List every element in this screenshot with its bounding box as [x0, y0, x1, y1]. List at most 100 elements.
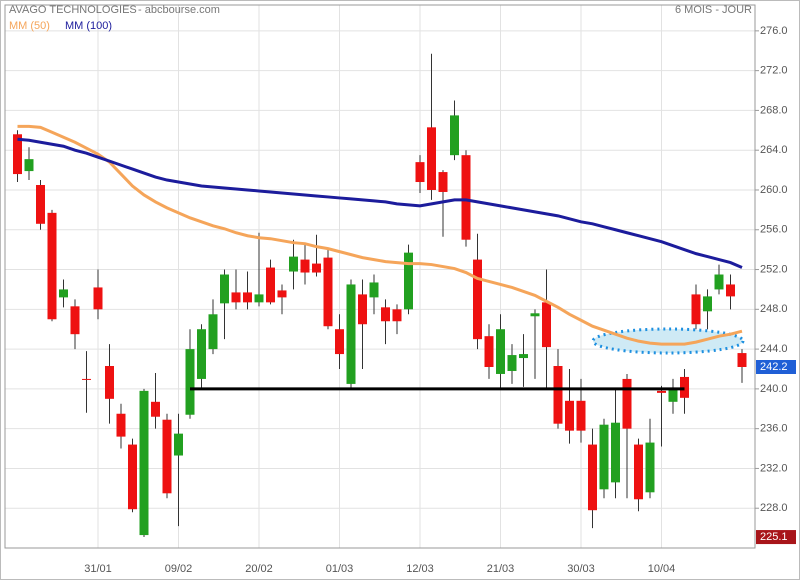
price-label-box — [756, 360, 796, 374]
candle-body — [13, 134, 22, 175]
chart-title: AVAGO TECHNOLOGIES — [9, 4, 137, 16]
candle-body — [381, 307, 390, 322]
candle-body — [47, 212, 57, 320]
moving-average — [17, 137, 743, 269]
y-tick-label: 240.0 — [760, 383, 788, 395]
y-tick-label: 236.0 — [760, 423, 788, 435]
candle-body — [588, 444, 597, 511]
candle-body — [392, 309, 402, 322]
candle-body — [726, 284, 735, 297]
candle-body — [139, 390, 149, 536]
candle-body — [243, 292, 252, 303]
candle-body — [197, 329, 206, 379]
candle-body — [335, 329, 344, 355]
candle-body — [427, 127, 436, 190]
x-tick-label: 20/02 — [245, 563, 273, 575]
legend-entry: MM (50) — [9, 20, 50, 32]
candle-body — [220, 274, 229, 304]
candle-body — [24, 159, 34, 172]
y-tick-label: 272.0 — [760, 65, 788, 77]
candle-body — [473, 259, 482, 340]
candle-body — [737, 353, 747, 367]
candle-body — [703, 296, 712, 312]
candle-body — [59, 289, 68, 298]
candle-body — [484, 336, 494, 367]
candle-body — [691, 294, 701, 325]
candle-body — [358, 294, 367, 325]
y-tick-label: 256.0 — [760, 224, 788, 236]
candle-body — [553, 366, 563, 424]
marks — [13, 53, 747, 538]
candle-body — [714, 274, 724, 290]
x-tick-label: 21/03 — [487, 563, 515, 575]
candle-body — [105, 366, 114, 399]
candle-body — [231, 292, 241, 303]
candle-body — [277, 290, 287, 298]
period-label: 6 MOIS - JOUR — [675, 4, 752, 16]
candle-body — [185, 349, 195, 415]
candle-body — [128, 444, 137, 510]
candle-body — [174, 433, 183, 456]
candle-body — [530, 313, 540, 317]
candle-body — [300, 259, 310, 273]
candle-body — [208, 314, 218, 350]
y-tick-label: 264.0 — [760, 144, 788, 156]
candle-body — [36, 185, 45, 224]
candle-body — [611, 422, 620, 483]
candle-body — [254, 294, 264, 303]
candle-body — [323, 257, 333, 327]
candle-body — [415, 162, 425, 183]
candle-body — [565, 400, 574, 431]
y-tick-label: 244.0 — [760, 343, 788, 355]
candle-body — [369, 282, 379, 298]
price-label: 242.2 — [760, 361, 788, 373]
x-tick-label: 31/01 — [84, 563, 112, 575]
candle-body — [622, 378, 632, 429]
y-tick-label: 232.0 — [760, 462, 788, 474]
plot-frame — [4, 4, 756, 549]
y-tick-label: 268.0 — [760, 104, 788, 116]
y-tick-label: 276.0 — [760, 25, 788, 37]
x-tick-label: 09/02 — [165, 563, 193, 575]
x-tick-label: 01/03 — [326, 563, 354, 575]
legend-entry: MM (100) — [65, 20, 112, 32]
candle-body — [645, 442, 655, 493]
candle-body — [151, 401, 160, 417]
candle-body — [70, 306, 80, 335]
candle-body — [668, 387, 678, 402]
legend: MM (50) MM (100) — [9, 20, 112, 32]
y-tick-label: 260.0 — [760, 184, 788, 196]
candle-body — [312, 263, 321, 273]
candle-body — [634, 444, 643, 500]
candle-body — [450, 115, 459, 156]
y-tick-label: 248.0 — [760, 303, 788, 315]
candle-body — [93, 287, 103, 310]
candle-body — [289, 256, 298, 272]
candle-body — [542, 302, 551, 348]
candle-body — [576, 400, 586, 431]
candle-body — [266, 267, 275, 303]
candle-body — [438, 172, 448, 192]
moving-average — [17, 124, 743, 346]
price-label: 225.1 — [760, 531, 788, 543]
candle-body — [404, 252, 413, 310]
candle-body — [116, 413, 126, 437]
candle-body — [657, 390, 666, 393]
candle-body — [461, 155, 471, 240]
y-tick-label: 228.0 — [760, 502, 788, 514]
chart-subtitle: - abcbourse.com — [138, 4, 220, 16]
grid — [5, 5, 759, 548]
candle-body — [162, 419, 172, 494]
candle-body — [507, 355, 517, 371]
x-tick-label: 10/04 — [648, 563, 676, 575]
x-tick-label: 30/03 — [567, 563, 595, 575]
candle-body — [599, 424, 609, 490]
highlight-ellipse — [591, 327, 745, 355]
candle-body — [496, 329, 505, 374]
price-label-box — [756, 530, 796, 545]
candle-body — [82, 378, 91, 380]
candle-body — [519, 354, 528, 359]
x-tick-label: 12/03 — [406, 563, 434, 575]
